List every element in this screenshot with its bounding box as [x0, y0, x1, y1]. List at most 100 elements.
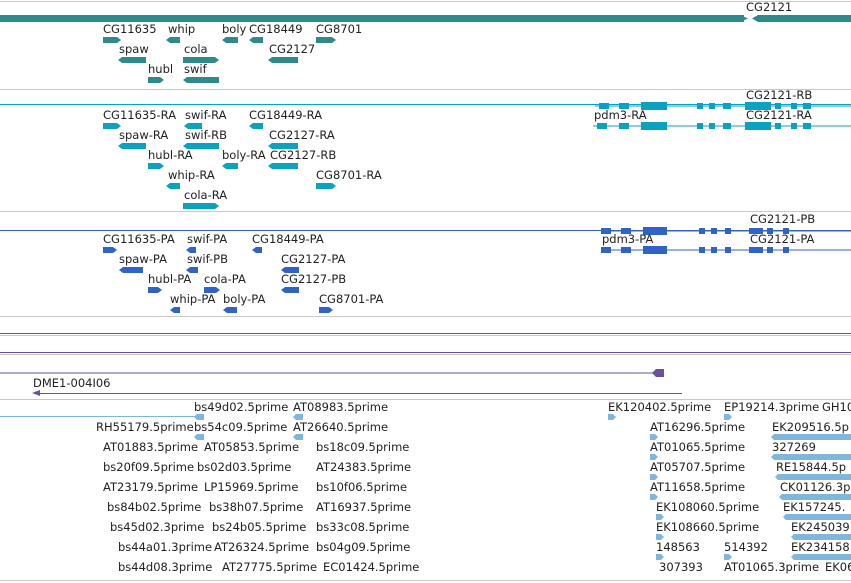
est-label[interactable]: EK120402.5prime [608, 400, 712, 414]
protein-glyph-cola-pa[interactable] [204, 287, 220, 293]
est-label[interactable]: RE15844.5p [776, 460, 847, 474]
protein-glyph-cg2121-pa[interactable] [601, 245, 851, 255]
gene-label-boly[interactable]: boly [222, 22, 247, 36]
gene-label-cg18449[interactable]: CG18449 [249, 22, 303, 36]
clone-label[interactable]: DME1-004I06 [33, 376, 111, 390]
est-label[interactable]: bs24b05.5prime [212, 520, 307, 534]
protein-label-hubl-pa[interactable]: hubl-PA [148, 272, 192, 286]
est-label[interactable]: AT27775.5prime [222, 560, 318, 574]
est-label[interactable]: 514392 [724, 540, 768, 554]
gene-glyph-cola[interactable] [183, 57, 219, 63]
gene-glyph-cg8701[interactable] [316, 37, 336, 43]
est-label[interactable]: AT16937.5prime [316, 500, 412, 514]
gene-label-swif[interactable]: swif [184, 62, 207, 76]
transcript-glyph-cg8701-ra[interactable] [316, 183, 336, 189]
transcript-label-pdm3-ra[interactable]: pdm3-RA [594, 108, 647, 122]
est-glyph[interactable] [650, 494, 658, 500]
est-glyph[interactable] [650, 434, 658, 440]
transcript-label-cg2121-ra[interactable]: CG2121-RA [746, 108, 812, 122]
est-label[interactable]: bs33c08.5prime [316, 520, 410, 534]
protein-label-cg11635-pa[interactable]: CG11635-PA [103, 232, 175, 246]
est-label[interactable]: bs54c09.5prime [194, 420, 288, 434]
est-label[interactable]: EK209516.5p [772, 420, 849, 434]
gene-label-cg8701[interactable]: CG8701 [316, 22, 363, 36]
transcript-label-cg18449-ra[interactable]: CG18449-RA [249, 108, 323, 122]
clone-bar-dme1[interactable] [0, 368, 851, 378]
est-glyph[interactable] [791, 554, 851, 560]
transcript-glyph-cg2127-rb[interactable] [268, 163, 298, 169]
gene-label-cg2121[interactable]: CG2121 [746, 0, 793, 14]
est-label[interactable]: EP19214.3prime [724, 400, 820, 414]
transcript-glyph-cg2121-ra[interactable] [593, 121, 851, 131]
est-label[interactable]: 307393 [659, 560, 703, 574]
est-label[interactable]: EC01424.5prime [323, 560, 420, 574]
est-glyph[interactable] [656, 534, 664, 540]
protein-glyph-cg2127-pb[interactable] [281, 287, 299, 293]
gene-glyph-cg2127[interactable] [268, 57, 298, 63]
gene-glyph-cg18449[interactable] [249, 37, 263, 43]
est-label[interactable]: bs04g09.5prime [316, 540, 411, 554]
gene-label-hubl[interactable]: hubl [148, 62, 174, 76]
est-glyph[interactable] [194, 434, 204, 440]
protein-glyph-cg18449-pa[interactable] [252, 247, 262, 253]
gene-glyph-boly[interactable] [222, 37, 238, 43]
protein-glyph-swif-pb[interactable] [186, 267, 198, 273]
est-label[interactable]: GH10 [822, 400, 851, 414]
transcript-label-boly-ra[interactable]: boly-RA [222, 148, 266, 162]
est-glyph[interactable] [783, 514, 851, 520]
cg2121-gene-bar[interactable] [0, 14, 851, 24]
est-glyph[interactable] [650, 454, 658, 460]
transcript-glyph-cg11635-ra[interactable] [103, 123, 121, 129]
protein-label-cg8701-pa[interactable]: CG8701-PA [319, 292, 384, 306]
est-label[interactable]: 148563 [656, 540, 700, 554]
est-glyph[interactable] [779, 494, 851, 500]
est-label[interactable]: bs44d08.3prime [118, 560, 213, 574]
est-label[interactable]: bs18c09.5prime [316, 440, 410, 454]
est-glyph[interactable] [724, 414, 732, 420]
protein-glyph-cg8701-pa[interactable] [319, 307, 333, 313]
est-label[interactable]: EK06 [825, 560, 851, 574]
protein-label-cg2121-pb[interactable]: CG2121-PB [750, 212, 816, 226]
protein-label-cg18449-pa[interactable]: CG18449-PA [252, 232, 324, 246]
transcript-label-cg2127-ra[interactable]: CG2127-RA [269, 128, 335, 142]
est-glyph[interactable] [650, 474, 658, 480]
est-label[interactable]: EK108060.5prime [656, 500, 760, 514]
est-label[interactable]: EK234158 [791, 540, 850, 554]
transcript-glyph-cg18449-ra[interactable] [249, 123, 263, 129]
transcript-glyph-whip-ra[interactable] [166, 183, 180, 189]
transcript-glyph-spaw-ra[interactable] [118, 143, 146, 149]
protein-glyph-cg2127-pa[interactable] [281, 267, 299, 273]
est-label[interactable]: AT01883.5prime [103, 440, 199, 454]
est-label[interactable]: AT23179.5prime [103, 480, 199, 494]
est-label[interactable]: AT11658.5prime [650, 480, 746, 494]
protein-label-pdm3-pa[interactable]: pdm3-PA [602, 232, 654, 246]
protein-label-swif-pa[interactable]: swif-PA [187, 232, 228, 246]
est-label[interactable]: AT26324.5prime [214, 540, 310, 554]
est-label[interactable]: EK108660.5prime [656, 520, 760, 534]
protein-glyph-swif-pa[interactable] [186, 247, 196, 253]
protein-label-spaw-pa[interactable]: spaw-PA [119, 252, 167, 266]
est-label[interactable]: AT26640.5prime [293, 420, 389, 434]
protein-label-cg2121-pa[interactable]: CG2121-PA [750, 232, 815, 246]
protein-label-cola-pa[interactable]: cola-PA [204, 272, 246, 286]
est-label[interactable]: EK245039 [791, 520, 850, 534]
transcript-glyph-cg2121-rb[interactable] [595, 101, 851, 111]
est-glyph[interactable] [791, 534, 851, 540]
est-label[interactable]: bs84b02.5prime [107, 500, 202, 514]
est-glyph[interactable] [293, 414, 303, 420]
gene-label-cg2127[interactable]: CG2127 [269, 42, 316, 56]
gene-glyph-swif[interactable] [183, 77, 219, 83]
protein-glyph-cg11635-pa[interactable] [103, 247, 117, 253]
protein-glyph-boly-pa[interactable] [223, 307, 237, 313]
transcript-label-cg11635-ra[interactable]: CG11635-RA [103, 108, 177, 122]
transcript-label-cg2121-rb[interactable]: CG2121-RB [746, 88, 813, 102]
protein-glyph-cg2121-pb[interactable] [601, 226, 851, 236]
est-label[interactable]: RH55179.5prime [96, 420, 194, 434]
protein-glyph-spaw-pa[interactable] [119, 267, 143, 273]
transcript-label-hubl-ra[interactable]: hubl-RA [148, 148, 193, 162]
gene-glyph-spaw[interactable] [118, 57, 146, 63]
est-label[interactable]: bs38h07.5prime [209, 500, 304, 514]
protein-glyph-hubl-pa[interactable] [148, 287, 162, 293]
est-glyph[interactable] [656, 554, 664, 560]
est-label[interactable]: AT16296.5prime [650, 420, 746, 434]
